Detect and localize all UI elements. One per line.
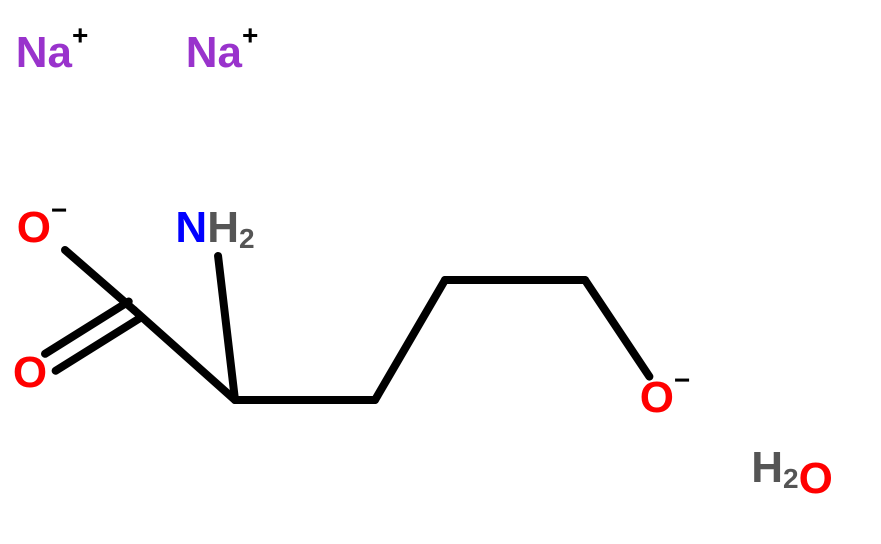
atom-N1: NH2 [175, 203, 254, 255]
atom-O3: O− [640, 365, 691, 422]
atom-O1: O− [17, 195, 68, 252]
atom-H2O: H2O [751, 443, 833, 503]
atom-O2: O [13, 348, 47, 397]
atom-Na1: Na+ [16, 20, 89, 77]
atom-Na2: Na+ [186, 20, 259, 77]
